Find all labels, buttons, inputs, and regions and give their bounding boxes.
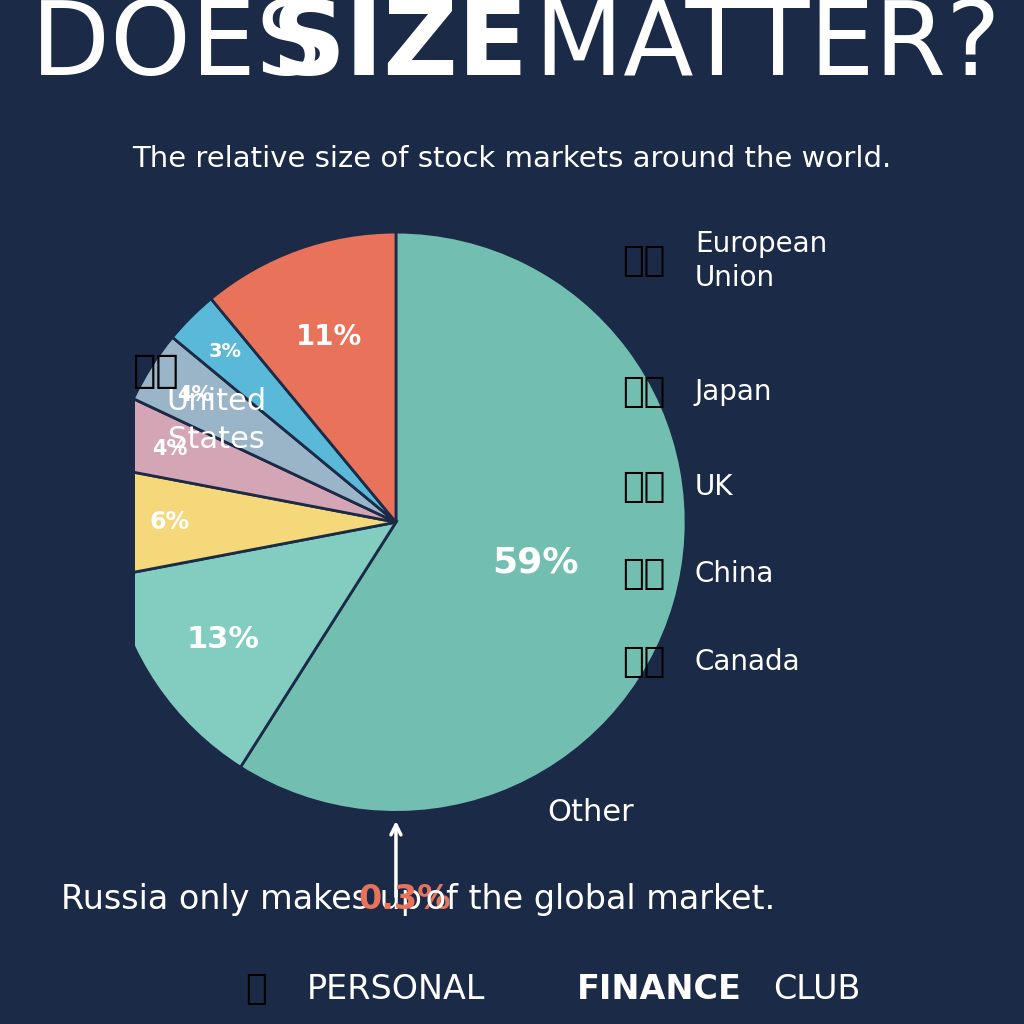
Wedge shape — [105, 468, 396, 577]
Text: United
States: United States — [166, 387, 266, 455]
Text: MATTER?: MATTER? — [502, 0, 1000, 97]
Text: Canada: Canada — [695, 647, 801, 676]
Text: The relative size of stock markets around the world.: The relative size of stock markets aroun… — [132, 144, 892, 173]
Wedge shape — [111, 398, 396, 522]
Text: SIZE: SIZE — [271, 0, 528, 97]
Text: DOES: DOES — [31, 0, 353, 97]
Text: 🔄: 🔄 — [245, 973, 267, 1007]
Text: China: China — [695, 560, 774, 589]
Text: 0.3%: 0.3% — [358, 883, 451, 916]
Text: 4%: 4% — [152, 438, 187, 459]
Text: Russia only makes up: Russia only makes up — [61, 883, 433, 916]
Wedge shape — [172, 299, 396, 522]
Text: PERSONAL: PERSONAL — [307, 973, 485, 1006]
Text: CLUB: CLUB — [773, 973, 860, 1006]
Text: 13%: 13% — [186, 626, 260, 654]
Text: UK: UK — [695, 473, 733, 502]
Text: FINANCE: FINANCE — [577, 973, 741, 1006]
Text: 🇨🇦: 🇨🇦 — [623, 644, 666, 679]
Text: 6%: 6% — [150, 510, 189, 535]
Wedge shape — [211, 232, 396, 522]
Text: Japan: Japan — [695, 378, 772, 406]
Text: 🇯🇵: 🇯🇵 — [623, 375, 666, 409]
Text: 3%: 3% — [209, 342, 242, 361]
Text: 🇺🇸: 🇺🇸 — [132, 352, 178, 390]
Text: 🇪🇺: 🇪🇺 — [623, 244, 666, 279]
Text: 🇬🇧: 🇬🇧 — [623, 470, 666, 505]
Text: European
Union: European Union — [695, 229, 827, 293]
Text: 59%: 59% — [492, 546, 579, 580]
Text: of the global market.: of the global market. — [415, 883, 775, 916]
Wedge shape — [241, 232, 686, 812]
Wedge shape — [133, 337, 396, 522]
Wedge shape — [111, 522, 396, 767]
Text: 4%: 4% — [177, 385, 213, 404]
Text: 🇨🇳: 🇨🇳 — [623, 557, 666, 592]
Text: 11%: 11% — [296, 323, 362, 350]
Text: Other: Other — [547, 798, 634, 826]
